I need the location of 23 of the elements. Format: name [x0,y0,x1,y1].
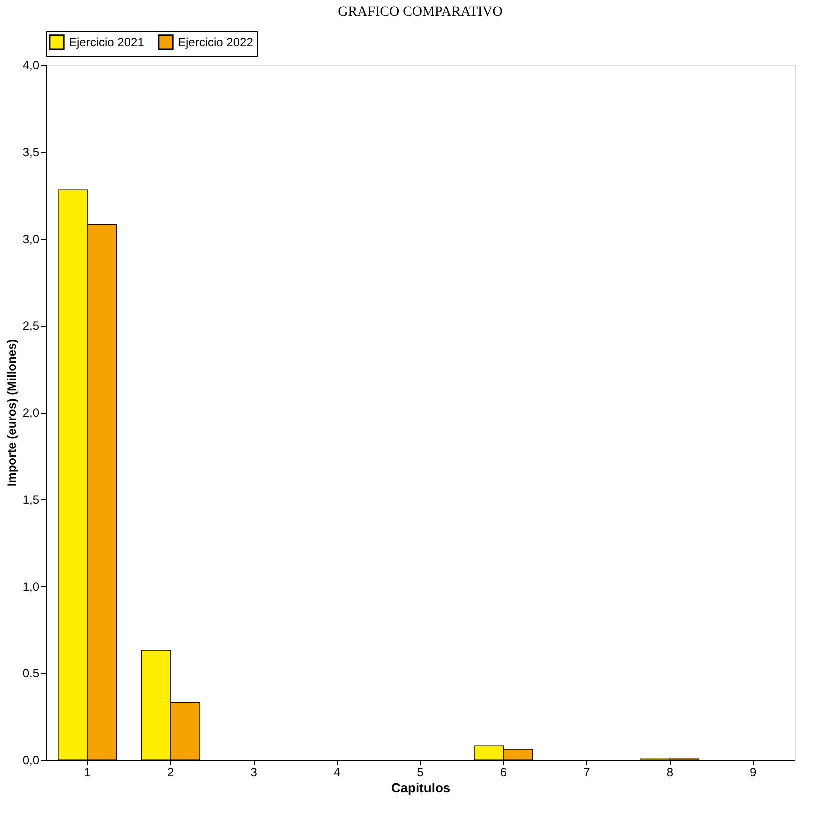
legend-label: Ejercicio 2022 [178,35,254,50]
y-tick-label: 4,0 [22,58,40,72]
x-axis-title: Capitulos [391,780,451,796]
y-tick-label: 3,0 [22,232,40,246]
y-axis-title: Importe (euros) (Millones) [4,339,19,487]
x-tick-label: 5 [417,766,424,780]
y-tick-label: 2,0 [22,406,40,420]
chart-title: GRAFICO COMPARATIVO [338,5,503,20]
x-tick-label: 7 [584,766,591,780]
x-tick-label: 1 [84,766,92,780]
y-tick-label: 0,0 [22,754,40,768]
y-tick-label: 3,5 [22,145,40,160]
y-tick-label: 0.5 [22,666,40,681]
x-tick-label: 3 [250,766,258,780]
y-tick-label: 1,0 [22,580,40,594]
x-tick-label: 4 [334,766,341,780]
legend-label: Ejercicio 2021 [69,35,145,50]
x-tick-label: 8 [666,766,674,780]
x-tick-label: 6 [500,766,508,780]
y-tick-label: 2,5 [22,319,40,334]
x-tick-label: 9 [750,766,758,780]
y-tick-label: 1,5 [22,492,40,507]
x-tick-label: 2 [167,766,174,780]
